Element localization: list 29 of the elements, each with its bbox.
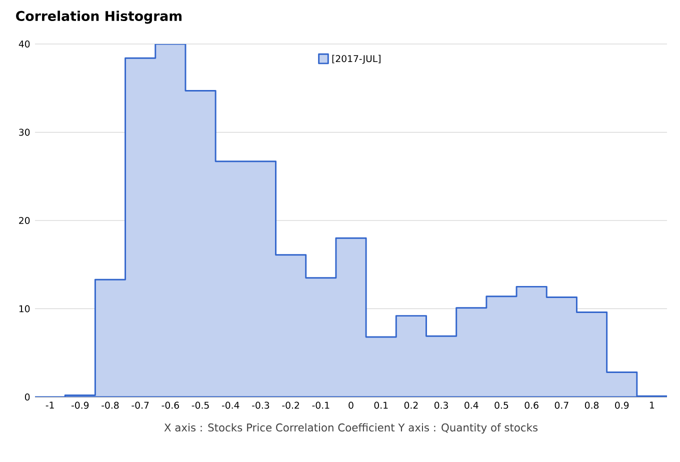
x-tick-label: -0.2 [282, 402, 299, 409]
y-tick-label: 20 [19, 216, 30, 224]
x-tick-label: 0.1 [374, 402, 388, 409]
x-tick-label: -0.9 [72, 402, 89, 409]
x-tick-label: -0.1 [312, 402, 330, 409]
x-tick-label: 0.3 [434, 402, 448, 409]
x-tick-label: -0.6 [162, 402, 179, 409]
x-tick-label: 0.9 [615, 402, 629, 409]
x-axis-title: X axis : Stocks Price Correlation Coefficient Y axis : Quantity of stocks [164, 423, 538, 434]
x-tick-label: -0.3 [252, 402, 270, 409]
y-tick-label: 10 [19, 305, 30, 312]
chart-title: Correlation Histogram [16, 10, 182, 24]
x-tick-label: -0.7 [132, 402, 149, 409]
x-tick-label: 0.2 [404, 402, 418, 409]
x-tick-label: -1 [46, 402, 54, 409]
x-tick-label: 1 [650, 402, 654, 409]
x-tick-label: 0.5 [494, 402, 508, 409]
y-tick-label: 0 [24, 393, 30, 401]
x-tick-label: 0.8 [584, 402, 599, 409]
y-tick-label: 40 [18, 40, 30, 48]
y-tick-label: 30 [19, 128, 30, 136]
x-tick-label: 0.7 [554, 402, 568, 409]
x-tick-label: 0.6 [524, 402, 538, 409]
legend-label: [2017-JUL] [332, 54, 380, 64]
x-tick-label: -0.8 [102, 402, 119, 409]
x-tick-label: 0 [348, 402, 354, 409]
x-tick-label: -0.5 [192, 402, 209, 409]
x-tick-label: 0.4 [464, 402, 478, 409]
x-tick-label: -0.4 [222, 402, 240, 409]
